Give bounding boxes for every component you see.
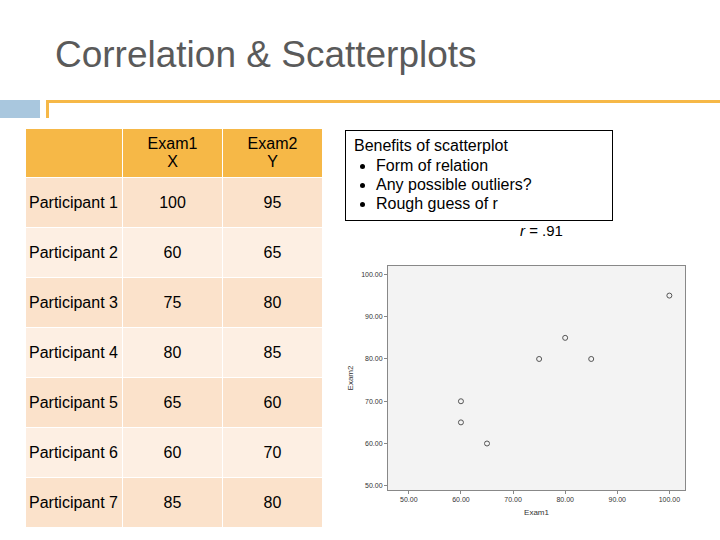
svg-text:90.00: 90.00 <box>608 496 626 503</box>
html-text:Participant 2: Participant 2 <box>29 243 118 261</box>
html-text:Rough guess of r: Rough guess of r <box>376 195 498 212</box>
html-text:60: 60 <box>163 243 182 261</box>
html-text:Exam1: Exam1 <box>147 135 198 152</box>
html-text:Correlation & Scatterplots: Correlation & Scatterplots <box>55 34 477 75</box>
svg-text:100.00: 100.00 <box>361 271 383 278</box>
html-text:60: 60 <box>263 393 282 411</box>
svg-text:70.00: 70.00 <box>504 496 522 503</box>
svg-text:70.00: 70.00 <box>365 398 383 405</box>
svg-text:50.00: 50.00 <box>365 482 383 489</box>
html-text:X: X <box>167 153 178 170</box>
html-text:Exam2: Exam2 <box>247 135 298 152</box>
html-text:95: 95 <box>263 193 282 211</box>
html-text:85: 85 <box>263 343 282 361</box>
svg-text:60.00: 60.00 <box>365 440 383 447</box>
svg-text:50.00: 50.00 <box>400 496 418 503</box>
html-text:85: 85 <box>163 493 182 511</box>
html-text:100: 100 <box>159 193 186 211</box>
html-text:Participant 1: Participant 1 <box>29 193 118 211</box>
html-text:75: 75 <box>163 293 182 311</box>
html-text:65: 65 <box>263 243 282 261</box>
svg-text:Exam1: Exam1 <box>524 508 549 517</box>
html-text:65: 65 <box>163 393 182 411</box>
html-text:80: 80 <box>263 293 282 311</box>
html-text:Participant 4: Participant 4 <box>29 343 118 361</box>
html-text:r = .91: r = .91 <box>520 222 563 239</box>
html-text:Participant 5: Participant 5 <box>29 393 118 411</box>
svg-text:90.00: 90.00 <box>365 313 383 320</box>
html-text:80: 80 <box>263 493 282 511</box>
html-text:Form of relation: Form of relation <box>376 157 488 174</box>
svg-text:60.00: 60.00 <box>452 496 470 503</box>
html-text:Participant 6: Participant 6 <box>29 443 118 461</box>
svg-text:100.00: 100.00 <box>659 496 681 503</box>
html-text:Y: Y <box>267 153 278 170</box>
html-text:60: 60 <box>163 443 182 461</box>
svg-text:Exam2: Exam2 <box>346 365 355 390</box>
html-text:Participant 3: Participant 3 <box>29 293 118 311</box>
svg-text:80.00: 80.00 <box>365 355 383 362</box>
html-text:80: 80 <box>163 343 182 361</box>
html-text:Benefits of scatterplot: Benefits of scatterplot <box>354 137 508 154</box>
html-text:Any possible outliers?: Any possible outliers? <box>376 176 532 193</box>
html-text:Participant 7: Participant 7 <box>29 493 118 511</box>
html-text:70: 70 <box>263 443 282 461</box>
svg-text:80.00: 80.00 <box>556 496 574 503</box>
